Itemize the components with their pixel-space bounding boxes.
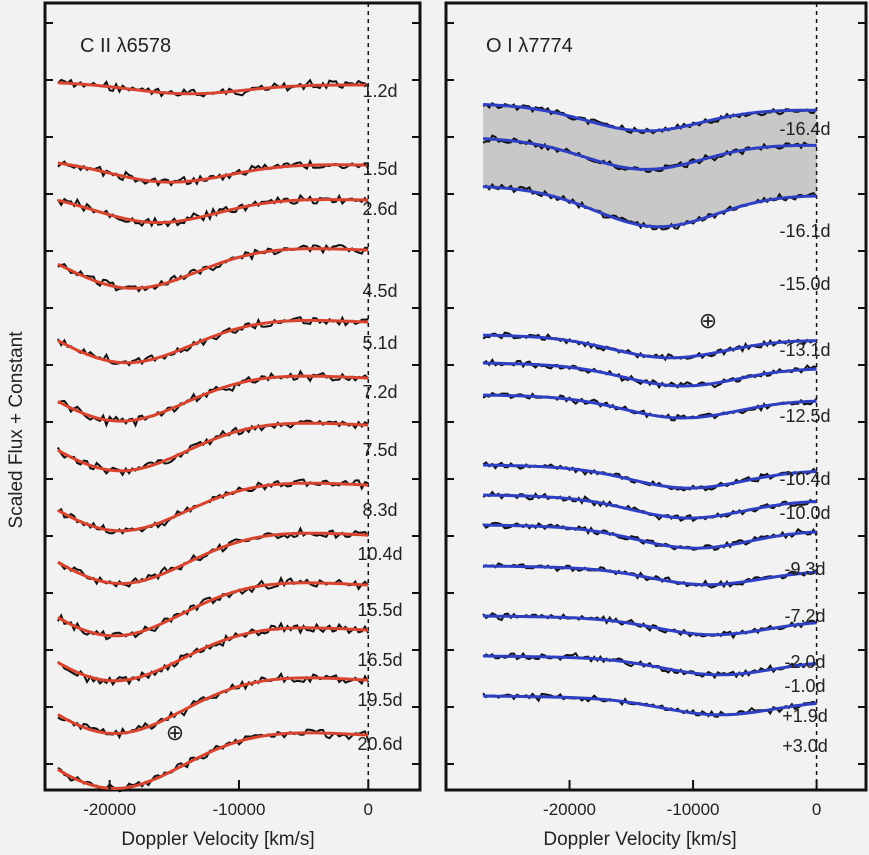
epoch-label: -13.1d bbox=[779, 340, 830, 360]
x-tick-label: 0 bbox=[812, 800, 821, 819]
spectrum-7.5d bbox=[57, 419, 369, 477]
x-tick-label: -20000 bbox=[83, 800, 136, 819]
model-+3.0d bbox=[483, 694, 817, 717]
telluric-symbol: ⊕ bbox=[699, 308, 717, 333]
epoch-label: 7.2d bbox=[362, 382, 397, 402]
model--10.4d bbox=[483, 393, 817, 420]
model-20.6d bbox=[57, 731, 369, 790]
panel-title: C II λ6578 bbox=[80, 35, 171, 57]
model--12.5d bbox=[483, 361, 817, 388]
model--15.0d bbox=[483, 185, 817, 229]
epoch-label: 8.3d bbox=[362, 500, 397, 520]
model-5.1d bbox=[57, 318, 369, 365]
model-8.3d bbox=[57, 481, 369, 533]
model--9.3d bbox=[483, 493, 817, 520]
model--10.0d bbox=[483, 463, 817, 490]
epoch-label: +3.0d bbox=[782, 736, 828, 756]
x-axis-title: Doppler Velocity [km/s] bbox=[543, 829, 736, 850]
epoch-label: -10.4d bbox=[779, 469, 830, 489]
epoch-label: 15.5d bbox=[357, 600, 402, 620]
spectrum-8.3d bbox=[57, 478, 369, 535]
model-7.5d bbox=[57, 421, 369, 473]
model--16.4d bbox=[483, 103, 817, 133]
spectrum--7.2d bbox=[482, 521, 818, 552]
epoch-label: +1.9d bbox=[782, 706, 828, 726]
x-tick-label: 0 bbox=[364, 800, 373, 819]
epoch-label: -12.5d bbox=[779, 406, 830, 426]
spectrum-15.5d bbox=[57, 575, 370, 641]
model--2.0d bbox=[483, 564, 817, 587]
y-axis-title: Scaled Flux + Constant bbox=[6, 331, 27, 529]
epoch-label: -15.0d bbox=[779, 274, 830, 294]
x-tick-label: -10000 bbox=[212, 800, 265, 819]
spectrum-4.5d bbox=[57, 243, 369, 293]
spectrum-10.4d bbox=[57, 526, 370, 588]
spectrum-2.6d bbox=[57, 193, 370, 228]
spectrum-20.6d bbox=[57, 728, 370, 793]
x-axis-title: Doppler Velocity [km/s] bbox=[121, 829, 314, 850]
spectrum-7.2d bbox=[57, 369, 369, 428]
spectrum-5.1d bbox=[57, 315, 369, 367]
epoch-label: 4.5d bbox=[362, 281, 397, 301]
epoch-label: 20.6d bbox=[357, 734, 402, 754]
epoch-label: -16.1d bbox=[779, 221, 830, 241]
spectrum-19.5d bbox=[57, 671, 370, 740]
model--16.1d bbox=[483, 137, 817, 171]
panel-c-ii: C II λ6578 1.2d 1.5d 2.6d 4.5d 5.1d 7.2d 7.5d 8… bbox=[43, 1, 422, 850]
epoch-label: 19.5d bbox=[357, 690, 402, 710]
panel-frame bbox=[444, 1, 868, 792]
epoch-label: 10.4d bbox=[357, 544, 402, 564]
x-tick-label: -20000 bbox=[543, 800, 596, 819]
shaded-region bbox=[483, 104, 817, 227]
spectrum-+1.9d bbox=[482, 651, 817, 680]
epoch-label: -9.3d bbox=[784, 559, 825, 579]
epoch-label: 16.5d bbox=[357, 650, 402, 670]
model-7.2d bbox=[57, 374, 369, 423]
model-1.5d bbox=[57, 161, 369, 184]
epoch-label: 2.6d bbox=[362, 199, 397, 219]
panel-frame bbox=[43, 1, 422, 792]
epoch-label: 1.5d bbox=[362, 159, 397, 179]
model-2.6d bbox=[57, 198, 369, 224]
model-+1.9d bbox=[483, 654, 817, 677]
model-19.5d bbox=[57, 676, 369, 735]
x-tick-label: -10000 bbox=[667, 800, 720, 819]
epoch-label: 1.2d bbox=[362, 81, 397, 101]
model-16.5d bbox=[57, 626, 369, 683]
panel-title: O I λ7774 bbox=[486, 35, 573, 57]
model-15.5d bbox=[57, 581, 369, 638]
telluric-symbol: ⊕ bbox=[166, 720, 184, 745]
epoch-label: -16.4d bbox=[779, 119, 830, 139]
model--13.1d bbox=[483, 333, 817, 360]
epoch-label: 5.1d bbox=[362, 333, 397, 353]
panel-o-i: O I λ7774 -16.4d -16.1d -15.0d -13.1d -12.5d… bbox=[444, 1, 868, 850]
epoch-label: -7.2d bbox=[784, 606, 825, 626]
model--7.2d bbox=[483, 523, 817, 550]
epoch-label: -1.0d bbox=[784, 676, 825, 696]
epoch-label: -10.0d bbox=[779, 503, 830, 523]
epoch-label: -2.0d bbox=[784, 652, 825, 672]
model--1.0d bbox=[483, 614, 817, 637]
model-4.5d bbox=[57, 247, 369, 290]
model-10.4d bbox=[57, 531, 369, 585]
epoch-label: 7.5d bbox=[362, 440, 397, 460]
model-1.2d bbox=[57, 81, 369, 96]
